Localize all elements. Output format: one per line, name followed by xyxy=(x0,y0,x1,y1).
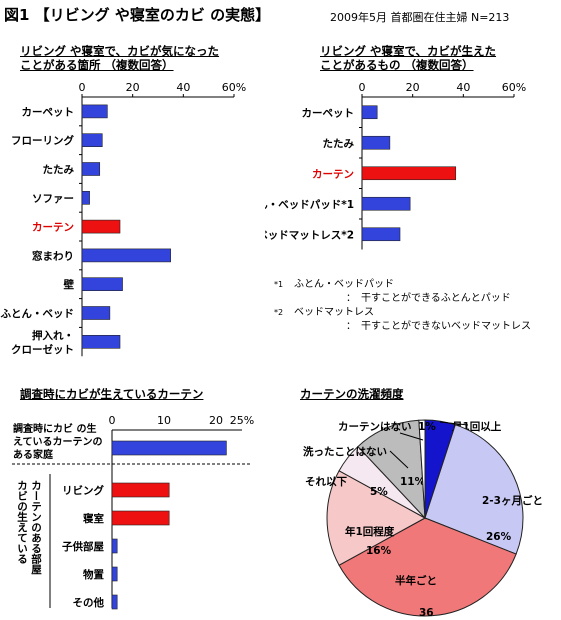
pie-slice-value: 16% xyxy=(366,545,392,557)
pie-slice xyxy=(424,424,524,555)
chart2-tick-label: 40 xyxy=(456,81,470,94)
chart1-title-line1: リビング や寝室で、カビが気になった xyxy=(20,44,220,58)
figure-title: 図1 【リビング や寝室のカビ の実態】 xyxy=(4,6,271,24)
chart1-bar xyxy=(81,191,90,205)
chart3-bar xyxy=(111,538,118,554)
chart1-category-label: ソファー xyxy=(32,193,74,205)
chart2-tick-label: 60% xyxy=(502,81,526,94)
pie-slice-label: カーテンはない xyxy=(338,421,412,433)
footnote-2-mark: *2 xyxy=(274,308,284,317)
chart1-bar-chart: 0 20 40 60% カーペットフローリングたたみソファーカーテン窓まわり壁ふとん・ベ… xyxy=(1,81,246,357)
footnote-1-term: ふとん・ベッドパッド xyxy=(294,279,394,290)
chart2-category-label: カーテン xyxy=(312,168,354,180)
chart4-title: カーテンの洗濯頻度 xyxy=(300,387,404,401)
chart2-bar xyxy=(361,105,378,120)
pie-slice xyxy=(326,470,427,566)
chart3-title: 調査時にカビが生えているカーテン xyxy=(20,387,204,401)
chart3-bar xyxy=(111,594,118,610)
chart1-bar xyxy=(81,277,123,291)
chart2-title: リビング や寝室で、カビが生えた ことがあるもの （複数回答） xyxy=(320,44,496,72)
chart1-bar xyxy=(81,104,108,119)
pie-slice-label: 年1回程度 xyxy=(345,525,395,538)
chart2-tick-label: 20 xyxy=(406,81,420,94)
chart2-tick-label: 0 xyxy=(359,81,366,94)
chart3-category-label: 子供部屋 xyxy=(62,540,104,553)
chart1-bar xyxy=(81,133,103,148)
chart3-group-label: カビの生えている xyxy=(16,480,28,564)
pie-slice-label: それ以下 xyxy=(305,476,347,488)
chart1-bar xyxy=(81,162,101,176)
chart3-group-label: カーテンのある部屋 xyxy=(30,480,42,575)
chart1-bar xyxy=(81,306,111,320)
chart1-category-label: フローリング xyxy=(11,134,74,147)
chart3-category-label: その他 xyxy=(73,596,105,609)
chart1-bar xyxy=(81,219,121,234)
chart3-bar xyxy=(111,482,170,498)
chart1-category-label: たたみ xyxy=(43,164,75,176)
chart1-category-label: 壁 xyxy=(64,278,75,291)
chart2-bar xyxy=(361,166,457,181)
chart1-category-label: カーテン xyxy=(32,222,74,234)
chart3-top-category-label: 調査時にカビ の生えているカーテンのある家庭 xyxy=(13,422,103,461)
footnotes: *1 ふとん・ベッドパッド ： 干すことができるふとんとパッド *2 ベッドマットレ… xyxy=(274,278,531,334)
chart4-pie-chart: 月1回以上5%2-3ヶ月ごと26%半年ごと36%年1回程度16%それ以下5%洗っ… xyxy=(303,419,543,620)
chart1-bar xyxy=(81,334,121,349)
pie-leader-line xyxy=(389,450,409,469)
chart2-category-label: ふとん・ベッドパッド*1 xyxy=(265,199,354,211)
chart3-tick-label: 10 xyxy=(157,414,171,427)
chart3-category-label: リビング xyxy=(62,484,104,497)
figure-subtitle: 2009年5月 首都圏在住主婦 N=213 xyxy=(330,11,510,24)
footnote-2: *2 ベッドマットレス xyxy=(274,306,531,320)
pie-leader-line xyxy=(399,432,424,441)
pie-slice-value: 26% xyxy=(486,531,512,543)
chart1-tick-label: 40 xyxy=(176,81,190,94)
chart3-tick-label: 20 xyxy=(209,414,223,427)
footnote-1-desc: ： 干すことができるふとんとパッド xyxy=(346,293,511,304)
chart3-bar xyxy=(111,566,118,582)
chart1-tick-label: 60% xyxy=(222,81,246,94)
pie-slice-value: 11% xyxy=(400,476,426,488)
footnote-1: *1 ふとん・ベッドパッド xyxy=(274,278,531,292)
pie-slice xyxy=(357,419,426,520)
chart3-bar-total xyxy=(111,440,227,456)
pie-slice-label: 洗ったことはない xyxy=(303,445,387,458)
chart2-category-label: ベッドマットレス*2 xyxy=(265,229,354,241)
footnote-1-mark: *1 xyxy=(274,280,284,289)
pie-slice xyxy=(418,419,426,519)
pie-slice xyxy=(338,517,517,617)
footnote-2-term: ベッドマットレス xyxy=(294,307,374,318)
chart3-tick-label: 0 xyxy=(109,414,116,427)
chart1-title-line2: ことがある箇所 （複数回答） xyxy=(20,58,174,72)
pie-slice-value: 36% xyxy=(419,607,434,620)
chart2-category-label: たたみ xyxy=(323,138,355,150)
chart2-bar xyxy=(361,227,401,242)
chart2-bar-chart: 0 20 40 60% カーペットたたみカーテンふとん・ベッドパッド*1 ベッドマットレス… xyxy=(265,81,526,250)
chart1-tick-label: 20 xyxy=(126,81,140,94)
chart1-category-label: 押入れ・クローゼット xyxy=(11,329,74,356)
chart1-tick-label: 0 xyxy=(79,81,86,94)
chart2-bar xyxy=(361,135,391,150)
chart3-category-label: 物置 xyxy=(83,568,104,581)
chart3-bar xyxy=(111,510,170,526)
pie-slice-label: 2-3ヶ月ごと xyxy=(482,494,543,507)
pie-slice-value: 1% xyxy=(418,421,436,433)
chart1-bar xyxy=(81,248,171,263)
chart2-title-line2: ことがあるもの （複数回答） xyxy=(320,58,474,72)
chart1-category-label: カーペット xyxy=(22,106,75,118)
chart2-title-line1: リビング や寝室で、カビが生えた xyxy=(320,44,497,58)
chart1-title: リビング や寝室で、カビが気になった ことがある箇所 （複数回答） xyxy=(20,44,219,72)
chart1-category-label: 窓まわり xyxy=(32,249,74,262)
pie-slice-label: 半年ごと xyxy=(395,574,437,587)
chart3-tick-label: 25% xyxy=(230,414,254,427)
chart3-category-label: 寝室 xyxy=(83,512,104,525)
footnote-2-desc: ： 干すことができないベッドマットレス xyxy=(346,321,531,332)
pie-slice-value: 5% xyxy=(370,486,388,498)
pie-leader-line xyxy=(439,421,469,426)
chart2-category-label: カーペット xyxy=(302,107,355,119)
chart1-category-label: ふとん・ベッド xyxy=(1,308,75,320)
chart2-bar xyxy=(361,196,411,211)
